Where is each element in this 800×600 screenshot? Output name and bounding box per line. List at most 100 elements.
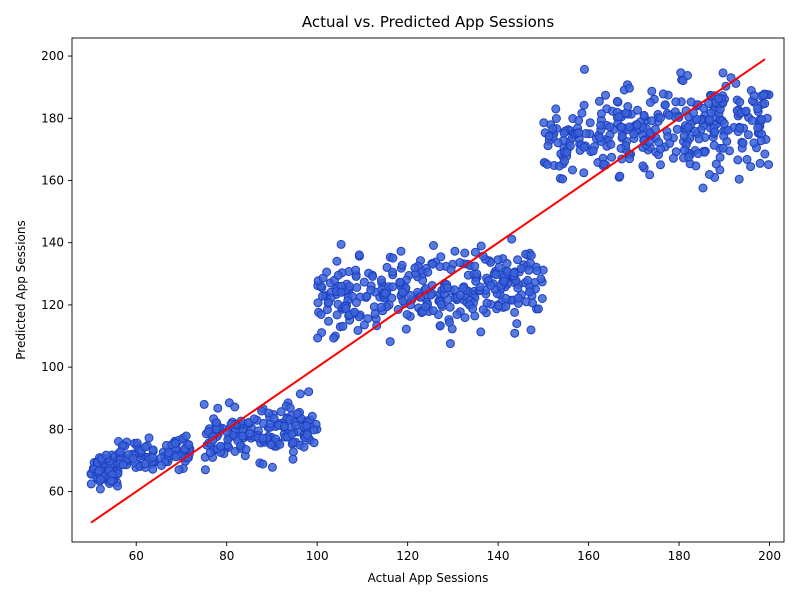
data-point xyxy=(199,399,209,409)
reference-line xyxy=(90,58,766,524)
x-tick-label: 100 xyxy=(306,549,329,563)
data-point xyxy=(596,120,606,130)
data-point xyxy=(560,156,569,166)
data-point xyxy=(398,296,408,306)
data-point xyxy=(558,174,568,184)
data-point xyxy=(658,89,668,99)
data-point xyxy=(352,283,362,292)
data-point xyxy=(704,170,714,179)
x-tick-label: 160 xyxy=(577,549,600,563)
y-tick-label: 200 xyxy=(41,49,64,63)
data-point xyxy=(436,252,446,262)
data-point xyxy=(539,118,549,128)
y-tick-label: 180 xyxy=(41,111,64,125)
data-point xyxy=(606,139,616,149)
data-point xyxy=(548,124,558,134)
x-tick-label: 180 xyxy=(668,549,691,563)
data-point xyxy=(184,440,194,450)
data-point xyxy=(470,247,480,257)
y-tick-label: 100 xyxy=(41,360,64,374)
data-point xyxy=(742,154,752,164)
data-point xyxy=(623,102,633,111)
data-point xyxy=(650,124,660,134)
data-point xyxy=(709,140,719,150)
data-point xyxy=(633,105,642,115)
data-point xyxy=(746,162,756,172)
data-point xyxy=(525,258,535,268)
data-point xyxy=(656,113,665,123)
data-point xyxy=(95,474,105,484)
data-point xyxy=(313,298,323,308)
data-point xyxy=(170,438,180,448)
data-point xyxy=(468,304,478,314)
y-tick-label: 120 xyxy=(41,298,64,312)
data-point xyxy=(118,460,128,470)
data-point xyxy=(205,448,215,458)
x-axis-label: Actual App Sessions xyxy=(368,571,489,585)
data-point xyxy=(579,100,589,110)
data-point xyxy=(313,333,323,343)
data-point xyxy=(148,453,158,462)
y-axis-label: Predicted App Sessions xyxy=(14,220,28,359)
data-point xyxy=(288,454,298,464)
data-point xyxy=(171,452,181,462)
data-point xyxy=(368,272,377,281)
data-point xyxy=(617,131,627,141)
data-point xyxy=(443,283,453,293)
data-point xyxy=(341,304,351,314)
data-point xyxy=(351,298,361,308)
data-point xyxy=(757,115,767,124)
data-point xyxy=(257,406,267,416)
y-tick-label: 160 xyxy=(41,173,64,187)
x-tick-label: 80 xyxy=(219,549,234,563)
data-point xyxy=(292,409,302,419)
data-point xyxy=(512,319,522,329)
data-point xyxy=(212,418,221,428)
data-point xyxy=(523,275,533,285)
data-point xyxy=(359,277,369,287)
data-points xyxy=(86,64,774,494)
data-point xyxy=(760,149,770,159)
data-point xyxy=(501,294,511,303)
data-point xyxy=(476,241,486,251)
data-point xyxy=(645,98,655,107)
data-point xyxy=(713,94,723,104)
data-point xyxy=(579,168,589,178)
data-point xyxy=(200,465,210,475)
data-point xyxy=(128,454,138,464)
data-point xyxy=(551,114,561,123)
data-point xyxy=(645,170,655,180)
data-point xyxy=(295,389,305,399)
data-point xyxy=(719,119,729,128)
data-point xyxy=(684,152,694,162)
data-point xyxy=(510,328,520,338)
data-point xyxy=(148,464,158,474)
data-point xyxy=(553,138,563,148)
data-point xyxy=(435,262,445,272)
data-point xyxy=(594,96,604,106)
data-point xyxy=(574,128,584,138)
data-point xyxy=(574,116,584,125)
data-point xyxy=(678,76,688,86)
data-point xyxy=(537,294,547,303)
y-tick-label: 80 xyxy=(49,422,64,436)
data-point xyxy=(691,161,701,171)
data-point xyxy=(460,248,470,258)
data-point xyxy=(532,266,542,276)
data-point xyxy=(333,270,343,280)
data-point xyxy=(140,442,150,452)
data-point xyxy=(428,306,438,316)
data-point xyxy=(605,122,615,132)
data-point xyxy=(510,307,520,317)
data-point xyxy=(601,90,610,100)
data-point xyxy=(370,309,380,319)
data-point xyxy=(499,276,509,286)
data-point xyxy=(753,123,763,133)
data-point xyxy=(291,420,301,430)
data-point xyxy=(741,106,751,116)
data-point xyxy=(266,440,276,450)
data-point xyxy=(513,255,523,265)
data-point xyxy=(568,165,577,175)
data-point xyxy=(338,321,348,331)
